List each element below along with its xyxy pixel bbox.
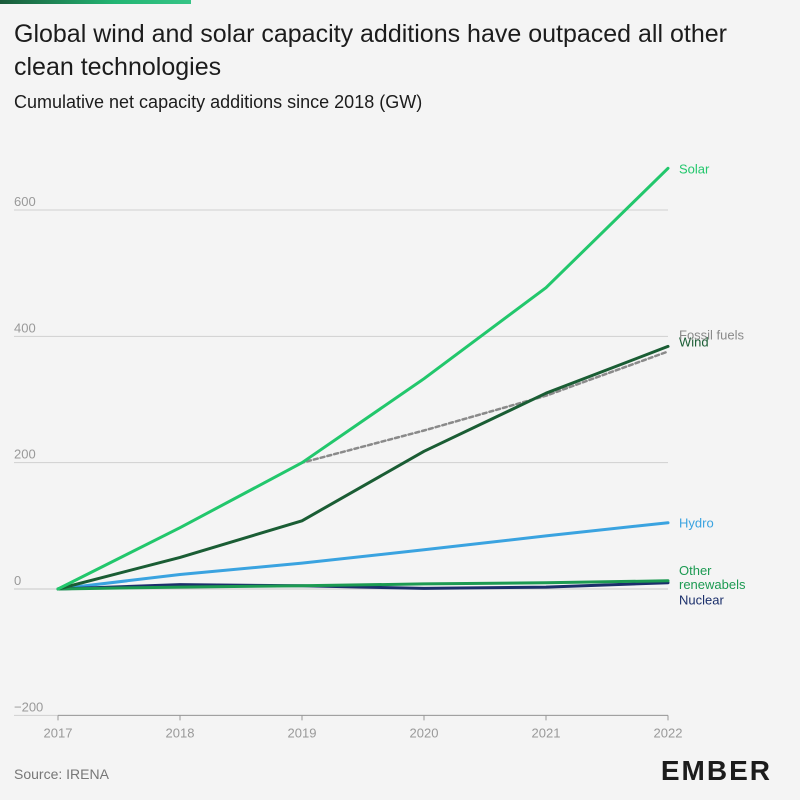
source-note: Source: IRENA	[14, 766, 109, 782]
y-tick-label: 200	[14, 447, 36, 462]
y-tick-label: 400	[14, 320, 36, 335]
ember-logo: EMBER	[661, 755, 772, 787]
series-label: Nuclear	[679, 593, 724, 608]
chart-subtitle: Cumulative net capacity additions since …	[14, 92, 423, 112]
series-label: renewabels	[679, 577, 746, 592]
y-tick-label: −200	[14, 699, 43, 714]
chart-title: Global wind and solar capacity additions…	[14, 20, 727, 81]
x-tick-label: 2020	[410, 725, 439, 740]
series-line-solar	[56, 166, 670, 591]
x-tick-label: 2017	[44, 725, 73, 740]
series-line-other-renewabels	[56, 579, 670, 591]
series-line-hydro	[56, 521, 670, 591]
y-tick-label: 0	[14, 573, 21, 588]
accent-bar	[0, 0, 191, 4]
x-tick-label: 2021	[532, 725, 561, 740]
series-line-nuclear	[56, 581, 670, 591]
series-label: Solar	[679, 161, 710, 176]
series-label: Hydro	[679, 516, 714, 531]
x-tick-label: 2022	[654, 725, 683, 740]
logo-text: EMBER	[660, 755, 772, 786]
series-label: Fossil fuels	[679, 327, 745, 342]
y-tick-label: 600	[14, 194, 36, 209]
series-label: Wind	[679, 334, 709, 349]
x-tick-label: 2019	[288, 725, 317, 740]
series-line-wind	[56, 344, 670, 591]
series-line-fossil-fuels	[56, 350, 670, 591]
series-label: Other	[679, 563, 712, 578]
x-tick-label: 2018	[166, 725, 195, 740]
